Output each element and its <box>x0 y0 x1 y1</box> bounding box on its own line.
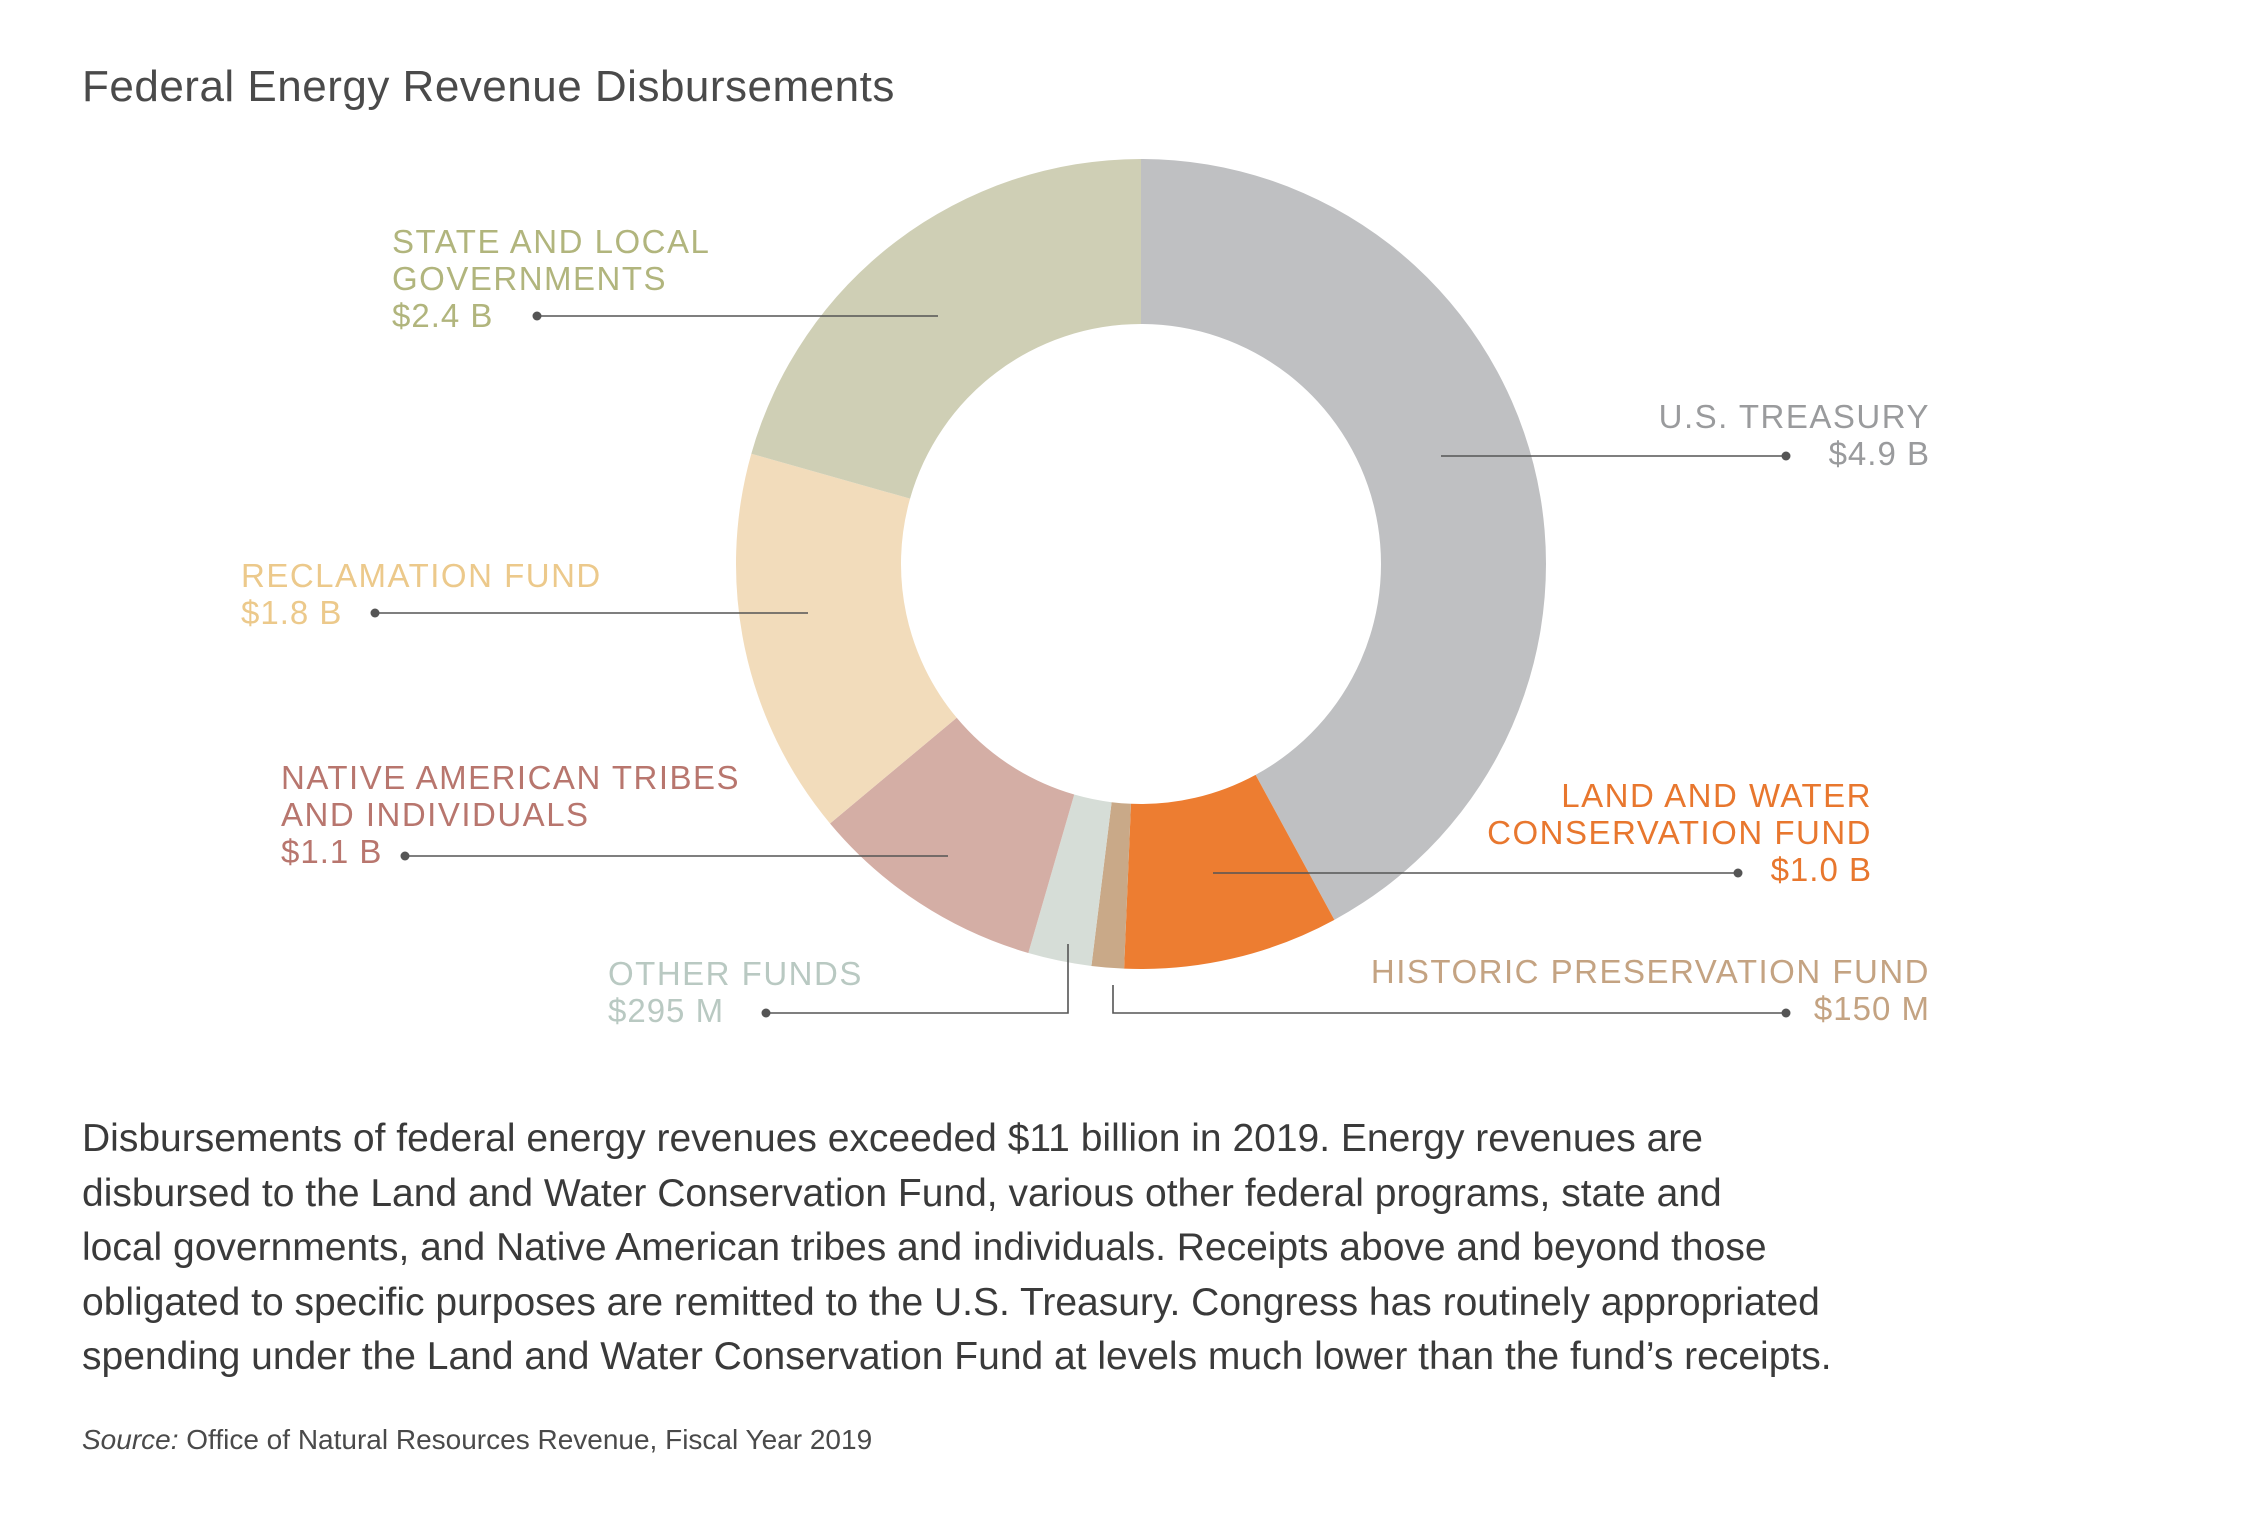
source-text: Office of Natural Resources Revenue, Fis… <box>178 1424 873 1455</box>
slice-label-state-and-local-governments: STATE AND LOCAL <box>392 223 710 260</box>
leader-line-other-funds <box>766 944 1069 1014</box>
slice-value-u-s-treasury: $4.9 B <box>1829 435 1930 472</box>
slice-value-historic-preservation-fund: $150 M <box>1814 990 1930 1027</box>
slice-label-reclamation-fund: RECLAMATION FUND <box>241 557 602 594</box>
donut-slice-reclamation-fund <box>736 453 957 824</box>
description-line: local governments, and Native American t… <box>82 1226 1767 1269</box>
donut-slice-state-and-local-governments <box>751 159 1141 499</box>
slice-label-state-and-local-governments: GOVERNMENTS <box>392 260 667 297</box>
slice-value-land-and-water-conservation-fund: $1.0 B <box>1771 851 1872 888</box>
slice-label-historic-preservation-fund: HISTORIC PRESERVATION FUND <box>1371 953 1930 990</box>
donut-chart: U.S. TREASURY$4.9 B LAND AND WATERCONSERV… <box>241 159 1930 1029</box>
chart-title: Federal Energy Revenue Disbursements <box>82 62 895 111</box>
leader-dot-reclamation-fund <box>370 608 380 618</box>
slice-label-land-and-water-conservation-fund: CONSERVATION FUND <box>1487 814 1872 851</box>
source-label: Source: <box>82 1424 179 1455</box>
description-line: spending under the Land and Water Conser… <box>82 1335 1832 1378</box>
slice-label-u-s-treasury: U.S. TREASURY <box>1659 398 1930 435</box>
slice-value-state-and-local-governments: $2.4 B <box>392 297 493 334</box>
slice-labels: U.S. TREASURY$4.9 B LAND AND WATERCONSERV… <box>241 223 1930 1029</box>
leader-line-historic-preservation-fund <box>1112 985 1786 1014</box>
slice-label-other-funds: OTHER FUNDS <box>608 955 863 992</box>
slice-value-native-american-tribes-and-individuals: $1.1 B <box>281 833 382 870</box>
chart-description: Disbursements of federal energy revenues… <box>82 1112 2222 1385</box>
description-line: disbursed to the Land and Water Conserva… <box>82 1171 1722 1215</box>
description-line: obligated to specific purposes are remit… <box>82 1280 1820 1324</box>
leader-dot-state-and-local-governments <box>532 311 542 321</box>
leader-lines <box>370 311 1791 1018</box>
slice-value-other-funds: $295 M <box>608 992 724 1029</box>
description-line: Disbursements of federal energy revenues… <box>82 1117 1703 1160</box>
slice-value-reclamation-fund: $1.8 B <box>241 594 342 631</box>
donut-slice-historic-preservation-fund <box>1091 802 1131 969</box>
leader-dot-u-s-treasury <box>1781 451 1791 461</box>
leader-dot-land-and-water-conservation-fund <box>1733 868 1743 878</box>
donut-slice-other-funds <box>1028 794 1112 966</box>
slice-label-land-and-water-conservation-fund: LAND AND WATER <box>1561 777 1872 814</box>
slice-label-native-american-tribes-and-individuals: NATIVE AMERICAN TRIBES <box>281 759 740 796</box>
donut-slice-land-and-water-conservation-fund <box>1124 774 1335 969</box>
leader-dot-other-funds <box>761 1008 771 1018</box>
leader-dot-native-american-tribes-and-individuals <box>400 851 410 861</box>
donut-slices <box>736 159 1547 969</box>
donut-slice-u-s-treasury <box>1141 159 1547 920</box>
source-note: Source: Office of Natural Resources Reve… <box>82 1424 872 1456</box>
donut-slice-native-american-tribes-and-individuals <box>830 717 1075 954</box>
slice-label-native-american-tribes-and-individuals: AND INDIVIDUALS <box>281 796 590 833</box>
leader-dot-historic-preservation-fund <box>1781 1008 1791 1018</box>
